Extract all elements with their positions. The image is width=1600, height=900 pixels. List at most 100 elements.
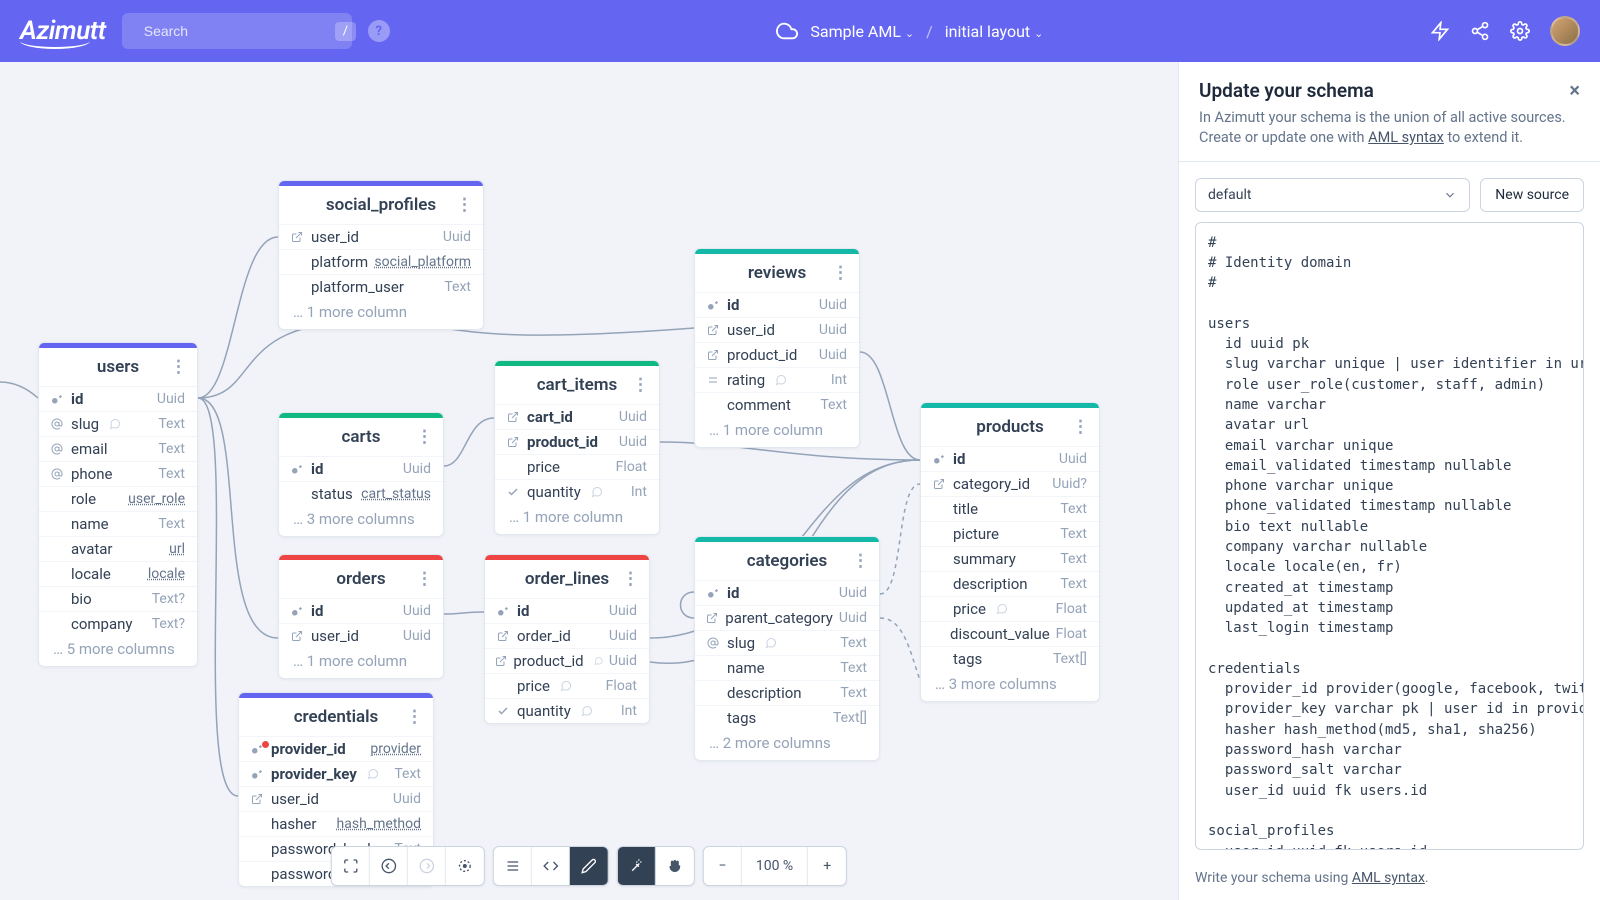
help-icon[interactable]: ? bbox=[368, 20, 390, 42]
table-products[interactable]: products⋮idUuidcategory_idUuid?titleText… bbox=[920, 402, 1100, 702]
aml-syntax-link[interactable]: AML syntax bbox=[1368, 129, 1444, 146]
table-column[interactable]: idUuid bbox=[279, 598, 443, 623]
more-columns[interactable]: … 1 more column bbox=[495, 504, 659, 534]
edit-icon[interactable] bbox=[570, 847, 608, 885]
table-menu-icon[interactable]: ⋮ bbox=[852, 551, 869, 571]
zoom-out-button[interactable]: − bbox=[704, 847, 742, 885]
code-icon[interactable] bbox=[532, 847, 570, 885]
logo[interactable]: Azimutt bbox=[20, 16, 106, 46]
table-header[interactable]: products⋮ bbox=[921, 403, 1099, 446]
table-menu-icon[interactable]: ⋮ bbox=[170, 357, 187, 377]
table-menu-icon[interactable]: ⋮ bbox=[456, 195, 473, 215]
hand-icon[interactable] bbox=[656, 847, 694, 885]
table-header[interactable]: reviews⋮ bbox=[695, 249, 859, 292]
table-column[interactable]: emailText bbox=[39, 436, 197, 461]
table-column[interactable]: slugText bbox=[39, 411, 197, 436]
table-header[interactable]: carts⋮ bbox=[279, 413, 443, 456]
table-column[interactable]: phoneText bbox=[39, 461, 197, 486]
table-column[interactable]: tagsText[] bbox=[921, 646, 1099, 671]
target-icon[interactable] bbox=[446, 847, 484, 885]
table-column[interactable]: titleText bbox=[921, 496, 1099, 521]
table-column[interactable]: ratingInt bbox=[695, 367, 859, 392]
zoom-level[interactable]: 100 % bbox=[742, 847, 808, 885]
table-column[interactable]: descriptionText bbox=[921, 571, 1099, 596]
schema-code[interactable]: # # Identity domain # users id uuid pk s… bbox=[1195, 222, 1584, 850]
list-icon[interactable] bbox=[494, 847, 532, 885]
more-columns[interactable]: … 2 more columns bbox=[695, 730, 879, 760]
table-header[interactable]: credentials⋮ bbox=[239, 693, 433, 736]
table-column[interactable]: bioText? bbox=[39, 586, 197, 611]
table-column[interactable]: product_idUuid bbox=[485, 648, 649, 673]
table-column[interactable]: quantityInt bbox=[495, 479, 659, 504]
table-column[interactable]: avatarurl bbox=[39, 536, 197, 561]
table-column[interactable]: product_idUuid bbox=[495, 429, 659, 454]
table-header[interactable]: order_lines⋮ bbox=[485, 555, 649, 598]
table-header[interactable]: categories⋮ bbox=[695, 537, 879, 580]
table-column[interactable]: companyText? bbox=[39, 611, 197, 636]
close-icon[interactable]: × bbox=[1569, 78, 1580, 102]
layout-name[interactable]: initial layout ⌄ bbox=[945, 22, 1044, 41]
more-columns[interactable]: … 1 more column bbox=[695, 417, 859, 447]
table-column[interactable]: priceFloat bbox=[485, 673, 649, 698]
table-column[interactable]: cart_idUuid bbox=[495, 404, 659, 429]
table-header[interactable]: cart_items⋮ bbox=[495, 361, 659, 404]
bolt-icon[interactable] bbox=[1430, 21, 1450, 41]
table-column[interactable]: category_idUuid? bbox=[921, 471, 1099, 496]
table-column[interactable]: user_idUuid bbox=[239, 786, 433, 811]
table-header[interactable]: orders⋮ bbox=[279, 555, 443, 598]
table-column[interactable]: slugText bbox=[695, 630, 879, 655]
table-column[interactable]: priceFloat bbox=[921, 596, 1099, 621]
fit-icon[interactable] bbox=[332, 847, 370, 885]
aml-syntax-link-footer[interactable]: AML syntax bbox=[1352, 870, 1425, 886]
more-columns[interactable]: … 1 more column bbox=[279, 299, 483, 329]
gear-icon[interactable] bbox=[1510, 21, 1530, 41]
more-columns[interactable]: … 3 more columns bbox=[921, 671, 1099, 701]
table-column[interactable]: platform_userText bbox=[279, 274, 483, 299]
table-column[interactable]: quantityInt bbox=[485, 698, 649, 723]
table-column[interactable]: idUuid bbox=[695, 292, 859, 317]
table-categories[interactable]: categories⋮idUuidparent_categoryUuidslug… bbox=[694, 536, 880, 761]
table-orders[interactable]: orders⋮idUuiduser_idUuid… 1 more column bbox=[278, 554, 444, 679]
table-column[interactable]: user_idUuid bbox=[279, 623, 443, 648]
table-menu-icon[interactable]: ⋮ bbox=[416, 427, 433, 447]
table-column[interactable]: product_idUuid bbox=[695, 342, 859, 367]
table-order_lines[interactable]: order_lines⋮idUuidorder_idUuidproduct_id… bbox=[484, 554, 650, 724]
table-column[interactable]: descriptionText bbox=[695, 680, 879, 705]
table-users[interactable]: users⋮idUuidslugTextemailTextphoneTextro… bbox=[38, 342, 198, 667]
table-menu-icon[interactable]: ⋮ bbox=[1072, 417, 1089, 437]
search-box[interactable]: / bbox=[122, 13, 352, 49]
table-column[interactable]: localelocale bbox=[39, 561, 197, 586]
table-column[interactable]: hasherhash_method bbox=[239, 811, 433, 836]
table-column[interactable]: parent_categoryUuid bbox=[695, 605, 879, 630]
source-select[interactable]: default bbox=[1195, 178, 1470, 212]
table-column[interactable]: idUuid bbox=[279, 456, 443, 481]
table-column[interactable]: platformsocial_platform bbox=[279, 249, 483, 274]
table-column[interactable]: nameText bbox=[39, 511, 197, 536]
table-carts[interactable]: carts⋮idUuidstatuscart_status… 3 more co… bbox=[278, 412, 444, 537]
table-column[interactable]: summaryText bbox=[921, 546, 1099, 571]
more-columns[interactable]: … 3 more columns bbox=[279, 506, 443, 536]
table-reviews[interactable]: reviews⋮idUuiduser_idUuidproduct_idUuidr… bbox=[694, 248, 860, 448]
forward-icon[interactable] bbox=[408, 847, 446, 885]
project-name[interactable]: Sample AML ⌄ bbox=[810, 22, 914, 41]
diagram-canvas[interactable]: users⋮idUuidslugTextemailTextphoneTextro… bbox=[0, 62, 1178, 900]
more-columns[interactable]: … 5 more columns bbox=[39, 636, 197, 666]
table-column[interactable]: user_idUuid bbox=[279, 224, 483, 249]
table-header[interactable]: social_profiles⋮ bbox=[279, 181, 483, 224]
table-menu-icon[interactable]: ⋮ bbox=[632, 375, 649, 395]
table-social_profiles[interactable]: social_profiles⋮user_idUuidplatformsocia… bbox=[278, 180, 484, 330]
table-column[interactable]: statuscart_status bbox=[279, 481, 443, 506]
table-menu-icon[interactable]: ⋮ bbox=[406, 707, 423, 727]
table-column[interactable]: idUuid bbox=[695, 580, 879, 605]
table-column[interactable]: order_idUuid bbox=[485, 623, 649, 648]
table-column[interactable]: roleuser_role bbox=[39, 486, 197, 511]
table-column[interactable]: commentText bbox=[695, 392, 859, 417]
table-menu-icon[interactable]: ⋮ bbox=[832, 263, 849, 283]
table-column[interactable]: tagsText[] bbox=[695, 705, 879, 730]
table-column[interactable]: pictureText bbox=[921, 521, 1099, 546]
table-column[interactable]: user_idUuid bbox=[695, 317, 859, 342]
table-column[interactable]: idUuid bbox=[485, 598, 649, 623]
table-column[interactable]: nameText bbox=[695, 655, 879, 680]
search-input[interactable] bbox=[144, 23, 325, 39]
table-cart_items[interactable]: cart_items⋮cart_idUuidproduct_idUuidpric… bbox=[494, 360, 660, 535]
